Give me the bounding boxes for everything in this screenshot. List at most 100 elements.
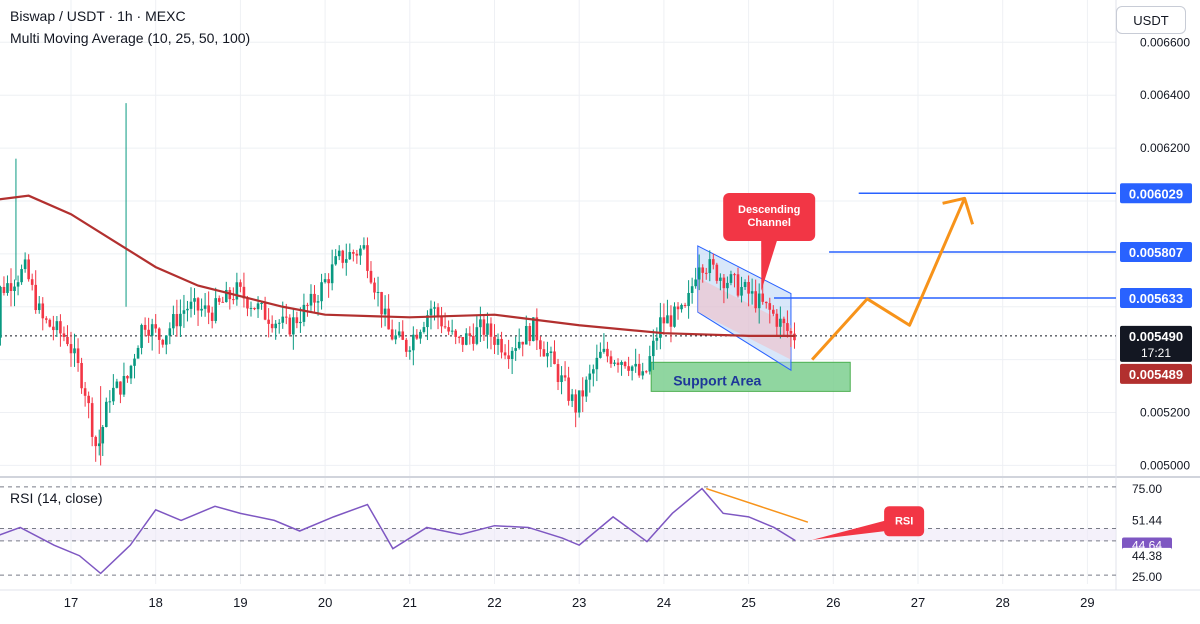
candle-body [581,390,585,397]
candle-body [659,317,662,338]
y-axis-tick-label: 0.006600 [1140,35,1190,49]
rsi-callout-text: RSI [895,515,913,527]
candle-body [13,286,16,292]
candle-body [394,335,397,340]
candle-body [97,443,101,447]
rsi-axis-label: 75.00 [1132,482,1162,496]
candle-body [359,248,362,256]
candle-body [644,371,648,373]
candle-body [2,286,6,293]
candle-body [327,279,330,284]
candle-body [246,298,249,309]
x-axis-tick-label: 17 [64,595,78,610]
candle-body [708,259,712,274]
candle-body [436,307,440,317]
x-axis-ticks: 17 18 19 20 21 22 23 24 25 26 27 28 29 [64,595,1095,610]
price-tag-countdown-text: 17:21 [1141,346,1171,360]
candle-body [630,366,634,371]
rsi-pane-label: RSI (14, close) [10,490,103,506]
candle-body [73,348,76,354]
candle-body [567,377,570,401]
candle-body [189,301,193,309]
candle-body [83,388,87,396]
candle-body [292,317,295,335]
candle-body [59,321,62,334]
candle-body [207,305,210,313]
candle-body [316,301,320,303]
candle-body [634,363,637,367]
candle-body [588,373,592,380]
candle-body [715,264,719,281]
candle-body [334,256,337,265]
candle-body [302,304,306,322]
candle-body [362,245,366,249]
candle-body [510,350,514,359]
candle-body [369,270,373,283]
price-tag-target [1120,183,1192,204]
candle-body [16,282,20,287]
price-tag-target [1120,288,1192,309]
candle-body [242,286,246,299]
candle-body [66,336,69,345]
price-tag-target [1120,242,1192,263]
rsi-axis-tag [1122,547,1172,564]
price-tag-target-text: 0.005807 [1129,245,1183,260]
y-axis-tick-label: 0.005200 [1140,406,1190,420]
candle-body [652,340,655,357]
candle-body [768,303,772,310]
candle-body [496,338,500,345]
candle-body [472,335,475,344]
candle-body [274,323,277,329]
candle-body [330,264,334,284]
candle-body [655,337,659,341]
candle-body [701,267,705,273]
candle-body [101,426,105,444]
candle-body [390,329,394,340]
candle-body [133,358,136,366]
candle-body [387,308,390,330]
candle-body [6,283,9,293]
candle-body [733,274,736,276]
candle-body [556,364,560,383]
candle-body [415,334,419,339]
candle-body [450,330,454,332]
rsi-axis-tag [1122,512,1172,529]
candle-body [577,390,581,413]
candle-body [401,331,405,340]
candle-body [295,317,299,324]
candle-body [221,301,225,303]
candle-body [9,283,13,292]
rsi-axis-label: 25.00 [1132,570,1162,584]
candle-body [457,336,461,338]
candle-body [553,351,556,365]
candle-body [112,387,115,402]
candle-body [623,362,627,367]
candle-body [404,339,408,352]
candle-body [30,279,34,285]
candle-body [260,302,263,304]
candle-body [779,318,782,327]
candle-body [348,252,352,260]
candle-body [277,322,281,324]
candle-body [179,313,182,327]
candle-body [687,292,690,306]
currency-button[interactable]: USDT [1116,6,1186,34]
candle-body [397,331,401,336]
candle-body [383,308,387,315]
candle-body [200,308,203,311]
candle-body [662,317,666,324]
candle-body [592,369,595,374]
candle-body [62,333,66,337]
candle-body [34,284,38,311]
price-tag-ma [1120,363,1192,384]
candle-body [479,319,482,328]
candle-body [203,305,207,309]
candle-body [419,331,422,339]
candle-body [299,321,302,324]
candle-body [532,317,535,342]
price-tag-current-text: 0.005490 [1129,329,1183,344]
candle-body [690,286,694,293]
x-axis-tick-label: 25 [741,595,755,610]
